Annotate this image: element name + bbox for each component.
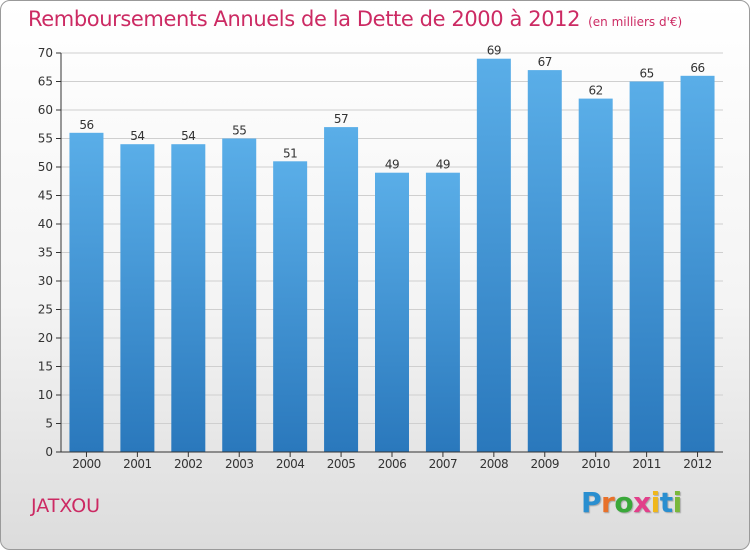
bar: [629, 81, 664, 452]
bar: [425, 172, 460, 452]
bar: [476, 58, 511, 452]
axis-layer: 0 5 10 15 20 25 30 35 40 45 50 55 60 65 70 2000 2001 2002…: [38, 46, 723, 471]
y-tick-label: 35: [38, 246, 53, 260]
x-tick-label: 2001: [123, 457, 152, 471]
data-label: 67: [538, 55, 552, 69]
x-tick-label: 2004: [276, 457, 305, 471]
bars-layer: [69, 58, 715, 453]
data-label: 55: [232, 124, 246, 138]
x-tick-label: 2008: [480, 457, 509, 471]
x-tick-label: 2000: [72, 457, 101, 471]
y-tick-label: 10: [38, 388, 53, 402]
y-tick-label: 70: [38, 46, 53, 60]
bar: [527, 70, 562, 452]
x-tick-label: 2012: [683, 457, 712, 471]
bar: [222, 138, 257, 452]
y-tick-label: 20: [38, 331, 53, 345]
x-tick-label: 2002: [174, 457, 203, 471]
logo-letter: P: [581, 486, 602, 519]
x-tick-label: 2003: [225, 457, 254, 471]
logo-letter: i: [650, 486, 661, 519]
data-label: 49: [385, 158, 399, 172]
x-tick-label: 2007: [429, 457, 458, 471]
bar: [120, 144, 155, 452]
chart-title: Remboursements Annuels de la Dette de 20…: [28, 7, 682, 31]
logo-letter: o: [614, 486, 634, 519]
x-tick-label: 2005: [327, 457, 356, 471]
data-label: 66: [690, 61, 704, 75]
data-label: 65: [639, 67, 653, 81]
bar: [273, 161, 308, 453]
x-tick-label: 2009: [530, 457, 559, 471]
y-tick-label: 15: [38, 360, 53, 374]
bar: [171, 144, 206, 452]
y-tick-label: 0: [45, 445, 53, 459]
y-tick-label: 40: [38, 217, 53, 231]
y-tick-label: 50: [38, 160, 53, 174]
y-tick-label: 5: [45, 417, 53, 431]
y-tick-label: 55: [38, 132, 53, 146]
bar: [69, 132, 104, 453]
x-tick-label: 2010: [581, 457, 610, 471]
y-tick-label: 65: [38, 75, 53, 89]
logo-letter: i: [672, 486, 683, 519]
bar: [375, 172, 409, 452]
labels-layer: 56 54 54 55 51 57 49 49 69 67 62 65 66: [79, 44, 705, 172]
y-tick-label: 45: [38, 189, 53, 203]
x-tick-label: 2011: [632, 457, 661, 471]
chart-title-text: Remboursements Annuels de la Dette de 20…: [28, 7, 581, 31]
data-label: 57: [334, 112, 348, 126]
data-label: 49: [436, 158, 450, 172]
data-label: 51: [283, 146, 297, 160]
data-label: 56: [79, 118, 93, 132]
data-label: 54: [181, 129, 195, 143]
x-tick-label: 2006: [378, 457, 407, 471]
y-tick-label: 30: [38, 274, 53, 288]
data-label: 54: [130, 129, 144, 143]
town-name: JATXOU: [31, 495, 101, 517]
y-tick-label: 60: [38, 103, 53, 117]
logo-letter: r: [601, 486, 615, 519]
unit-note: (en milliers d'€): [588, 15, 683, 29]
data-label: 62: [589, 84, 603, 98]
data-label: 69: [487, 44, 501, 58]
y-tick-label: 25: [38, 303, 53, 317]
logo-letter: x: [633, 486, 651, 519]
bar: [680, 75, 715, 453]
bar: [324, 127, 359, 452]
proxiti-logo: Proxiti: [581, 486, 682, 519]
bar: [578, 98, 613, 452]
logo-letter: t: [659, 486, 673, 519]
